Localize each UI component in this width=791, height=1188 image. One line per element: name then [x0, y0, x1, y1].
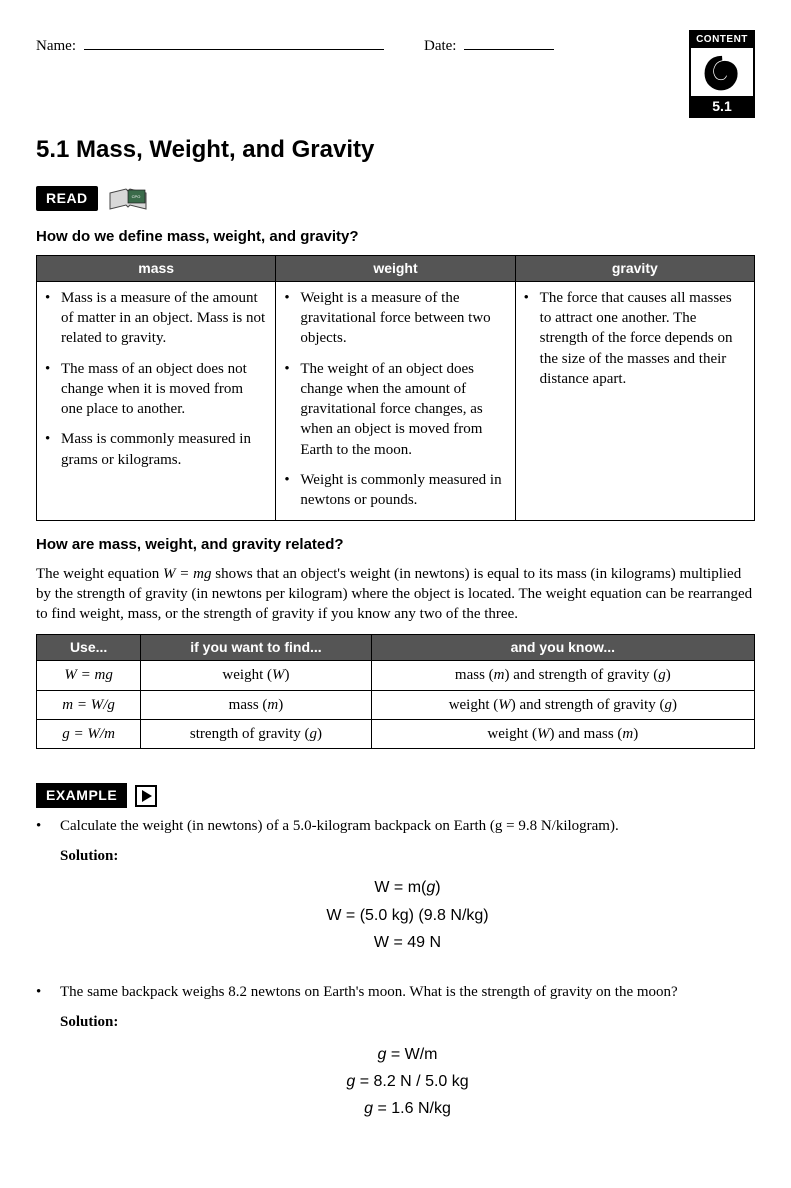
example-item: •Calculate the weight (in newtons) of a … — [36, 816, 755, 968]
read-badge: READ — [36, 186, 98, 211]
eq-find-cell: strength of gravity (g) — [141, 719, 371, 748]
date-label: Date: — [424, 36, 456, 56]
page-title: 5.1 Mass, Weight, and Gravity — [36, 134, 755, 166]
svg-text:CPO: CPO — [131, 194, 140, 199]
def-col-header: mass — [37, 256, 276, 282]
def-bullet: Weight is commonly measured in newtons o… — [300, 470, 506, 511]
bullet-dot: • — [36, 816, 60, 968]
eq-know-cell: weight (W) and mass (m) — [371, 719, 754, 748]
def-col-header: gravity — [515, 256, 754, 282]
play-icon — [135, 785, 157, 807]
def-cell-weight: •Weight is a measure of the gravitationa… — [276, 281, 515, 521]
para-text: The weight equation — [36, 566, 163, 582]
def-bullet: The mass of an object does not change wh… — [61, 359, 267, 420]
solution-label: Solution: — [60, 846, 755, 866]
badge-top-label: CONTENT — [691, 32, 753, 48]
calc-line: g = 8.2 N / 5.0 kg — [60, 1068, 755, 1095]
example-prompt: The same backpack weighs 8.2 newtons on … — [60, 982, 755, 1002]
content-badge: CONTENT 5.1 — [689, 30, 755, 118]
eq-find-cell: weight (W) — [141, 661, 371, 690]
examples-list: •Calculate the weight (in newtons) of a … — [36, 816, 755, 1134]
book-icon: CPO — [108, 185, 148, 213]
bullet-dot: • — [36, 982, 60, 1134]
calc-line: W = m(g) — [60, 874, 755, 901]
calc-block: W = m(g)W = (5.0 kg) (9.8 N/kg)W = 49 N — [60, 874, 755, 956]
eq-table-row: W = mgweight (W)mass (m) and strength of… — [37, 661, 755, 690]
equation-inline: W = mg — [163, 566, 211, 582]
eq-know-cell: mass (m) and strength of gravity (g) — [371, 661, 754, 690]
def-bullet: Mass is a measure of the amount of matte… — [61, 288, 267, 349]
eq-use-cell: W = mg — [37, 661, 141, 690]
nautilus-icon — [696, 48, 748, 96]
example-prompt: Calculate the weight (in newtons) of a 5… — [60, 816, 755, 836]
def-bullet: Weight is a measure of the gravitational… — [300, 288, 506, 349]
example-item: •The same backpack weighs 8.2 newtons on… — [36, 982, 755, 1134]
def-bullet: The force that causes all masses to attr… — [540, 288, 746, 389]
section2-heading: How are mass, weight, and gravity relate… — [36, 535, 755, 555]
badge-bottom-label: 5.1 — [691, 96, 753, 117]
eq-table-row: m = W/gmass (m)weight (W) and strength o… — [37, 690, 755, 719]
def-bullet: The weight of an object does change when… — [300, 359, 506, 460]
relation-paragraph: The weight equation W = mg shows that an… — [36, 564, 755, 625]
eq-use-cell: g = W/m — [37, 719, 141, 748]
eq-col-header: and you know... — [371, 635, 754, 661]
name-label: Name: — [36, 36, 76, 56]
name-input-line[interactable] — [84, 49, 384, 50]
name-date-fields: Name: Date: — [36, 30, 677, 56]
def-cell-mass: •Mass is a measure of the amount of matt… — [37, 281, 276, 521]
calc-line: g = W/m — [60, 1041, 755, 1068]
section1-heading: How do we define mass, weight, and gravi… — [36, 227, 755, 247]
calc-block: g = W/mg = 8.2 N / 5.0 kgg = 1.6 N/kg — [60, 1041, 755, 1123]
calc-line: g = 1.6 N/kg — [60, 1095, 755, 1122]
def-bullet: Mass is commonly measured in grams or ki… — [61, 429, 267, 470]
eq-col-header: if you want to find... — [141, 635, 371, 661]
page-header: Name: Date: CONTENT 5.1 — [36, 30, 755, 118]
eq-use-cell: m = W/g — [37, 690, 141, 719]
calc-line: W = 49 N — [60, 929, 755, 956]
example-row: EXAMPLE — [36, 783, 755, 808]
equation-table: Use... if you want to find... and you kn… — [36, 634, 755, 749]
date-input-line[interactable] — [464, 49, 554, 50]
calc-line: W = (5.0 kg) (9.8 N/kg) — [60, 902, 755, 929]
eq-know-cell: weight (W) and strength of gravity (g) — [371, 690, 754, 719]
solution-label: Solution: — [60, 1012, 755, 1032]
def-cell-gravity: •The force that causes all masses to att… — [515, 281, 754, 521]
eq-col-header: Use... — [37, 635, 141, 661]
definitions-table: mass weight gravity •Mass is a measure o… — [36, 255, 755, 521]
eq-table-row: g = W/mstrength of gravity (g)weight (W)… — [37, 719, 755, 748]
example-badge: EXAMPLE — [36, 783, 127, 808]
read-row: READ CPO — [36, 185, 755, 213]
eq-find-cell: mass (m) — [141, 690, 371, 719]
def-col-header: weight — [276, 256, 515, 282]
